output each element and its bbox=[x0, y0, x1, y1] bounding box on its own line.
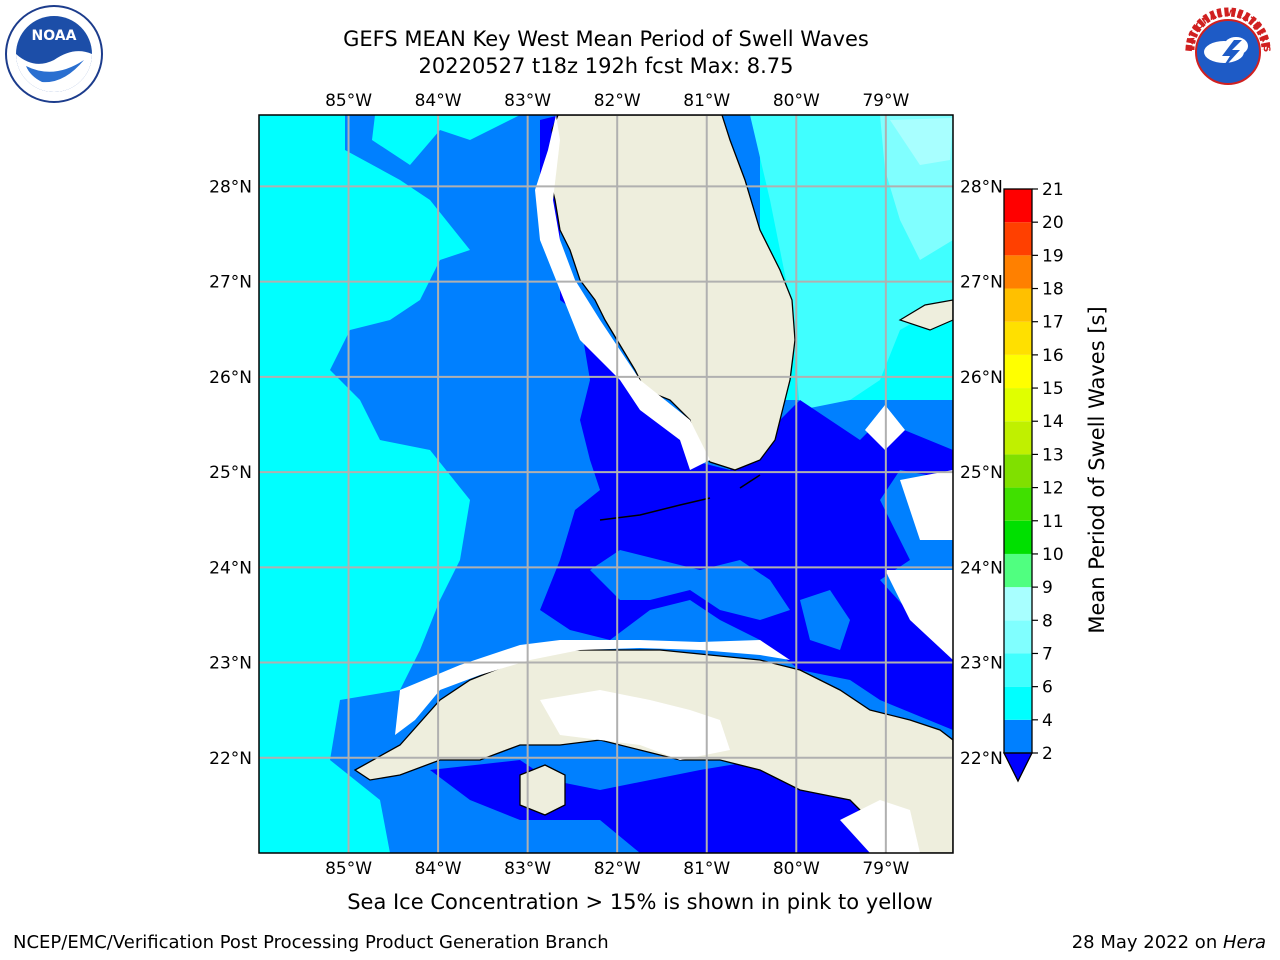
colorbar-tick-label: 20 bbox=[1042, 213, 1064, 233]
lat-label-left: 26°N bbox=[209, 368, 252, 388]
colorbar-frame bbox=[1003, 188, 1033, 754]
lat-label-left: 23°N bbox=[209, 654, 252, 674]
colorbar: 2 4 6 7 8 9 10 11 12 13 14 15 16 17 18 19 20 21 bbox=[1002, 180, 1064, 783]
nodata-bahamas-c bbox=[900, 470, 953, 540]
ocean-period-9-northeast bbox=[890, 118, 953, 165]
colorbar-tick-label: 12 bbox=[1042, 479, 1064, 499]
colorbar-segment bbox=[1004, 686, 1032, 720]
colorbar-segment bbox=[1004, 587, 1032, 621]
colorbar-tick-label: 15 bbox=[1042, 379, 1064, 399]
colorbar-segment bbox=[1004, 520, 1032, 554]
colorbar-extend-triangle bbox=[1002, 752, 1034, 783]
colorbar-tick-label: 19 bbox=[1042, 246, 1064, 266]
lon-labels-top: 85°W 84°W 83°W 82°W 81°W 80°W 79°W bbox=[325, 91, 909, 111]
nodata-cuba-north bbox=[395, 640, 790, 735]
lat-label-left: 22°N bbox=[209, 749, 252, 769]
nodata-florida-coast bbox=[535, 115, 710, 470]
nodata-cuba-east bbox=[840, 800, 920, 853]
colorbar-segment bbox=[1004, 620, 1032, 654]
colorbar-tick-label: 4 bbox=[1042, 711, 1053, 731]
land-grand-bahama bbox=[898, 299, 953, 331]
colorbar-segment bbox=[1004, 454, 1032, 488]
colorbar-segment bbox=[1004, 255, 1032, 289]
colorbar-segment bbox=[1004, 653, 1032, 687]
lat-labels-right: 28°N 27°N 26°N 25°N 24°N 23°N 22°N bbox=[960, 177, 1003, 768]
lat-label-right: 26°N bbox=[960, 368, 1003, 388]
lon-label-bottom: 80°W bbox=[773, 859, 820, 879]
colorbar-tick-label: 18 bbox=[1042, 280, 1064, 300]
lon-labels-bottom: 85°W 84°W 83°W 82°W 81°W 80°W 79°W bbox=[325, 859, 909, 879]
lon-label-bottom: 81°W bbox=[683, 859, 730, 879]
lat-label-right: 25°N bbox=[960, 463, 1003, 483]
florida-keys bbox=[599, 474, 761, 521]
colorbar-tick-label: 9 bbox=[1042, 578, 1053, 598]
colorbar-tick-label: 16 bbox=[1042, 346, 1064, 366]
colorbar-segment bbox=[1004, 553, 1032, 588]
lat-label-right: 24°N bbox=[960, 558, 1003, 578]
colorbar-segment bbox=[1004, 321, 1032, 355]
lat-label-right: 27°N bbox=[960, 273, 1003, 293]
noaa-logo-text: NOAA bbox=[32, 28, 77, 44]
plot-title: GEFS MEAN Key West Mean Period of Swell … bbox=[343, 27, 869, 51]
colorbar-tick-label: 13 bbox=[1042, 445, 1064, 465]
colorbar-segment bbox=[1004, 719, 1032, 753]
footer-host: Hera bbox=[1222, 932, 1266, 953]
colorbar-segment bbox=[1004, 288, 1032, 322]
sea-ice-note: Sea Ice Concentration > 15% is shown in … bbox=[347, 890, 933, 914]
lat-labels-left: 28°N 27°N 26°N 25°N 24°N 23°N 22°N bbox=[209, 177, 252, 768]
noaa-logo: NOAA bbox=[5, 5, 103, 103]
lon-label-bottom: 84°W bbox=[415, 859, 462, 879]
lon-label-top: 83°W bbox=[504, 91, 551, 111]
colorbar-tick-label: 14 bbox=[1042, 412, 1064, 432]
footer-left: NCEP/EMC/Verification Post Processing Pr… bbox=[13, 932, 609, 953]
colorbar-tick-label: 11 bbox=[1042, 512, 1064, 532]
colorbar-segment bbox=[1004, 388, 1032, 422]
colorbar-tick-label: 17 bbox=[1042, 313, 1064, 333]
lon-label-top: 79°W bbox=[862, 91, 909, 111]
lat-label-right: 22°N bbox=[960, 749, 1003, 769]
lon-label-top: 81°W bbox=[683, 91, 730, 111]
lon-label-bottom: 83°W bbox=[504, 859, 551, 879]
colorbar-tick-label: 8 bbox=[1042, 611, 1053, 631]
plot-subtitle: 20220527 t18z 192h fcst Max: 8.75 bbox=[418, 54, 794, 78]
map-gridlines bbox=[259, 115, 953, 853]
colorbar-segment bbox=[1004, 189, 1032, 223]
nodata-cuba-interior bbox=[540, 690, 730, 760]
footer-date: 28 May 2022 on bbox=[1071, 932, 1223, 953]
colorbar-tick-label: 6 bbox=[1042, 678, 1053, 698]
lon-label-top: 80°W bbox=[773, 91, 820, 111]
lat-label-left: 25°N bbox=[209, 463, 252, 483]
lat-label-left: 27°N bbox=[209, 273, 252, 293]
lat-label-right: 23°N bbox=[960, 654, 1003, 674]
colorbar-tick-label: 10 bbox=[1042, 545, 1064, 565]
lat-label-left: 24°N bbox=[209, 558, 252, 578]
colorbar-tick-label: 2 bbox=[1042, 744, 1053, 764]
lon-label-bottom: 79°W bbox=[862, 859, 909, 879]
nodata-bahamas-b bbox=[885, 570, 953, 660]
colorbar-tick-label: 21 bbox=[1042, 180, 1064, 200]
colorbar-segment bbox=[1004, 487, 1032, 521]
lon-label-top: 82°W bbox=[594, 91, 641, 111]
ocean-pocket-4-6-b bbox=[800, 590, 850, 650]
colorbar-segment bbox=[1004, 421, 1032, 455]
map-frame bbox=[258, 114, 954, 854]
lon-label-bottom: 82°W bbox=[594, 859, 641, 879]
colorbar-label: Mean Period of Swell Waves [s] bbox=[1085, 306, 1109, 634]
lon-label-bottom: 85°W bbox=[325, 859, 372, 879]
lon-label-top: 85°W bbox=[325, 91, 372, 111]
colorbar-segment bbox=[1004, 222, 1032, 256]
colorbar-tick-label: 7 bbox=[1042, 644, 1053, 664]
land-isle-of-youth bbox=[519, 764, 566, 816]
lat-label-right: 28°N bbox=[960, 177, 1003, 197]
colorbar-segment bbox=[1004, 354, 1032, 389]
lon-label-top: 84°W bbox=[415, 91, 462, 111]
lat-label-left: 28°N bbox=[209, 177, 252, 197]
nws-logo: NATIONAL WEATHER SERVICE bbox=[1178, 0, 1276, 98]
footer-right: 28 May 2022 on Hera bbox=[1072, 932, 1266, 953]
